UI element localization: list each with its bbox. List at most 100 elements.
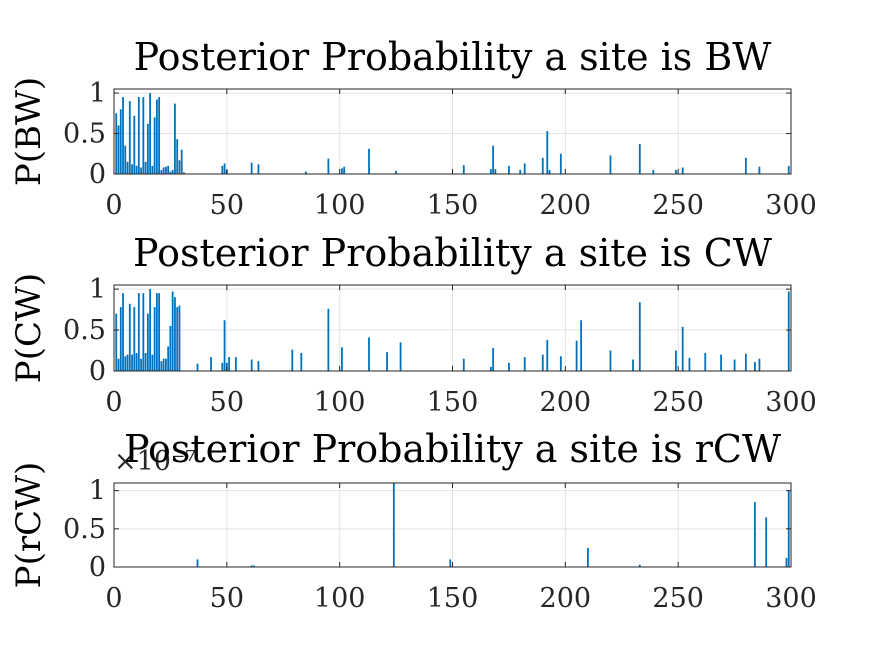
bar <box>126 161 129 174</box>
bar <box>541 157 544 174</box>
x-tick-label: 0 <box>105 190 122 221</box>
bar <box>744 353 747 371</box>
y-tick-label: 0.5 <box>63 119 106 150</box>
y-tick-label: 0.5 <box>63 514 106 545</box>
bar <box>155 293 158 371</box>
bar <box>167 165 170 174</box>
bar <box>234 357 237 371</box>
x-tick-label: 0 <box>105 583 122 614</box>
bar <box>183 172 185 174</box>
bar <box>304 171 307 174</box>
bar <box>368 148 370 174</box>
bar <box>158 97 161 174</box>
bar <box>386 352 388 371</box>
bar <box>492 145 495 174</box>
y-axis-label: P(BW) <box>9 77 49 186</box>
x-tick-label: 50 <box>210 190 244 221</box>
bar <box>753 361 756 371</box>
bar <box>638 302 641 371</box>
bar <box>160 169 163 174</box>
y-tick-label: 0 <box>89 552 106 583</box>
bar <box>196 363 199 371</box>
bar <box>250 359 253 371</box>
bar <box>489 169 492 174</box>
bar <box>221 165 224 174</box>
bar <box>115 113 118 174</box>
bar <box>133 115 136 174</box>
bar <box>160 361 163 371</box>
x-tick-label: 250 <box>652 583 704 614</box>
bar <box>142 293 145 371</box>
bar <box>146 123 149 174</box>
y-tick-label: 1 <box>89 78 106 109</box>
bar <box>153 117 156 174</box>
y-tick-label: 1 <box>89 476 106 507</box>
bar <box>638 564 641 567</box>
bar <box>462 358 465 371</box>
bar <box>546 339 549 371</box>
bar <box>609 350 612 371</box>
bar <box>135 352 138 371</box>
bar <box>586 547 589 567</box>
y-tick-label: 0 <box>89 159 106 190</box>
bar <box>720 354 722 371</box>
bar <box>250 565 253 567</box>
bar <box>149 93 152 174</box>
bar <box>787 165 790 174</box>
bar <box>523 163 526 174</box>
bar <box>178 305 181 371</box>
bar <box>131 354 133 371</box>
bar <box>744 157 747 174</box>
bar <box>115 313 118 371</box>
x-tick-label: 200 <box>540 387 592 418</box>
bar <box>257 361 260 371</box>
bar <box>119 307 122 371</box>
bar <box>559 356 562 371</box>
chart-title: Posterior Probability a site is rCW <box>124 427 781 471</box>
x-tick-label: 150 <box>427 583 479 614</box>
bar <box>144 161 147 174</box>
x-tick-label: 150 <box>427 387 479 418</box>
bar <box>167 346 170 371</box>
bar <box>675 350 677 371</box>
bar <box>449 559 452 567</box>
y-tick-label: 0 <box>89 356 106 387</box>
bar <box>221 362 224 371</box>
x-tick-label: 300 <box>765 583 817 614</box>
bar <box>155 99 158 174</box>
bar <box>178 160 181 174</box>
bar <box>609 155 612 174</box>
bar <box>341 347 343 371</box>
bar <box>327 158 330 174</box>
bar <box>541 354 544 371</box>
bar <box>122 97 124 174</box>
y-axis-label: P(CW) <box>9 273 49 383</box>
x-tick-label: 200 <box>540 190 592 221</box>
bar <box>158 293 161 371</box>
bar <box>652 169 655 174</box>
bar <box>681 167 684 174</box>
bar <box>128 303 131 371</box>
y-tick-label: 0.5 <box>63 315 106 346</box>
x-tick-label: 250 <box>652 190 704 221</box>
bar <box>341 168 343 174</box>
chart-panel-2: 0 50 100 150 200 250 300 0 0.5 1 Posterior Probabi… <box>9 231 817 418</box>
bar <box>223 320 226 371</box>
bar <box>137 293 140 371</box>
bar <box>137 97 140 174</box>
bar <box>171 169 174 174</box>
x-tick-label: 50 <box>210 387 244 418</box>
bar <box>117 125 120 174</box>
y-axis-multiplier: ×10⁻⁷ <box>114 446 196 477</box>
x-tick-label: 50 <box>210 583 244 614</box>
bar <box>176 307 179 371</box>
bar <box>135 165 138 174</box>
bar <box>638 144 641 174</box>
bar <box>291 349 294 371</box>
bar <box>144 352 147 371</box>
bar <box>169 171 172 174</box>
bar <box>162 167 165 174</box>
bar <box>169 325 172 371</box>
bar <box>392 483 395 567</box>
